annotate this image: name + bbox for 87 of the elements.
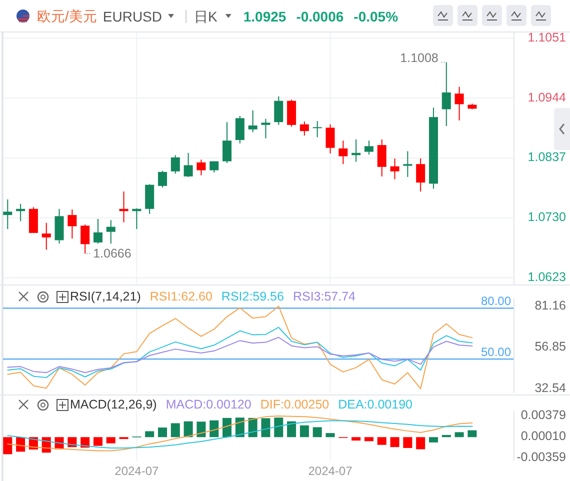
- y-tick-label: 1.1051: [528, 30, 566, 44]
- bar: [145, 431, 154, 438]
- bar: [222, 418, 232, 438]
- candlestick: [222, 122, 232, 164]
- bar: [196, 422, 206, 438]
- candlestick: [196, 159, 206, 176]
- bar: [106, 437, 116, 444]
- candlestick: [454, 86, 464, 121]
- candlestick: [274, 96, 284, 126]
- text: -0.05%: [354, 8, 399, 24]
- annotation: 1.1008: [400, 51, 438, 66]
- x-tick-label: 2024-07: [114, 464, 160, 478]
- bar: [468, 430, 477, 438]
- candlestick: [3, 198, 12, 230]
- bar: [428, 437, 438, 442]
- bar: [93, 437, 102, 446]
- annotation: 1.0666: [93, 246, 132, 261]
- bar: [377, 437, 386, 445]
- candlestick: [248, 110, 258, 133]
- candlestick: [158, 170, 167, 188]
- bar: [210, 420, 219, 438]
- candlestick: [403, 150, 412, 178]
- series-label: DIF:0.00250: [260, 397, 330, 412]
- series-label: RSI1:62.60: [150, 289, 212, 304]
- candlestick: [170, 154, 180, 174]
- bar: [287, 421, 296, 438]
- candlestick: [184, 152, 193, 178]
- y-tick-label: 32.54: [534, 380, 566, 395]
- candlestick: [235, 115, 244, 144]
- bar: [326, 433, 335, 438]
- candlestick: [80, 224, 90, 254]
- bar: [403, 437, 412, 448]
- candlestick: [442, 62, 451, 127]
- candlestick: [300, 121, 309, 136]
- y-tick-label: 56.85: [534, 340, 566, 354]
- candlestick: [377, 138, 386, 177]
- bar: [184, 421, 193, 438]
- bar: [274, 418, 284, 438]
- bar: [158, 428, 167, 438]
- y-tick-label: 0.00010: [520, 428, 566, 443]
- text: 1.0925: [243, 8, 286, 24]
- y-tick-label: 1.0623: [528, 270, 566, 284]
- candlestick: [390, 158, 400, 180]
- bar: [390, 437, 400, 448]
- bar: [170, 423, 180, 438]
- y-tick-label: 81.16: [534, 298, 566, 313]
- bar: [364, 437, 374, 442]
- line-series: [7, 306, 473, 390]
- candlestick: [326, 124, 335, 154]
- bar: [352, 437, 361, 441]
- y-tick-label: 1.0944: [528, 90, 566, 104]
- y-tick-label: 1.0837: [528, 150, 566, 164]
- chart-title: RSI(7,14,21): [70, 289, 141, 304]
- candlestick: [106, 220, 116, 244]
- candlestick: [416, 158, 426, 192]
- line-series: [7, 326, 473, 378]
- series-label: MACD:0.00120: [166, 397, 252, 412]
- y-tick-label: 0.00379: [520, 408, 566, 422]
- bar: [312, 427, 322, 438]
- candlestick: [338, 140, 348, 165]
- candlestick: [93, 218, 102, 244]
- bar: [3, 437, 12, 454]
- bar: [261, 418, 270, 438]
- series-label: DEA:0.00190: [338, 397, 413, 412]
- candlestick: [261, 118, 270, 139]
- y-tick-label: 1.0730: [528, 210, 566, 224]
- text: RSI3:57.74: [292, 289, 356, 304]
- candlestick: [68, 208, 77, 240]
- x-tick-label: 2024-07: [308, 464, 353, 478]
- text: 日K: [194, 8, 218, 24]
- line-series: [7, 336, 473, 374]
- candlestick: [312, 120, 322, 138]
- ref-line-label: 80.00: [480, 294, 512, 308]
- chart-title: 欧元/美元: [37, 8, 97, 24]
- series-label: RSI2:59.56: [221, 289, 284, 304]
- candlestick: [364, 140, 374, 156]
- ref-line-label: 50.00: [480, 345, 512, 360]
- bar: [68, 437, 77, 448]
- chart-title: MACD(12,26,9): [70, 397, 157, 412]
- bar: [454, 432, 464, 438]
- bar: [416, 437, 426, 450]
- text: -0.0006: [296, 8, 344, 24]
- chart-subtitle: EURUSD: [102, 8, 162, 24]
- candlestick: [42, 222, 51, 250]
- y-tick-label: -0.00359: [516, 450, 566, 464]
- bar: [442, 434, 451, 438]
- bar: [300, 425, 309, 438]
